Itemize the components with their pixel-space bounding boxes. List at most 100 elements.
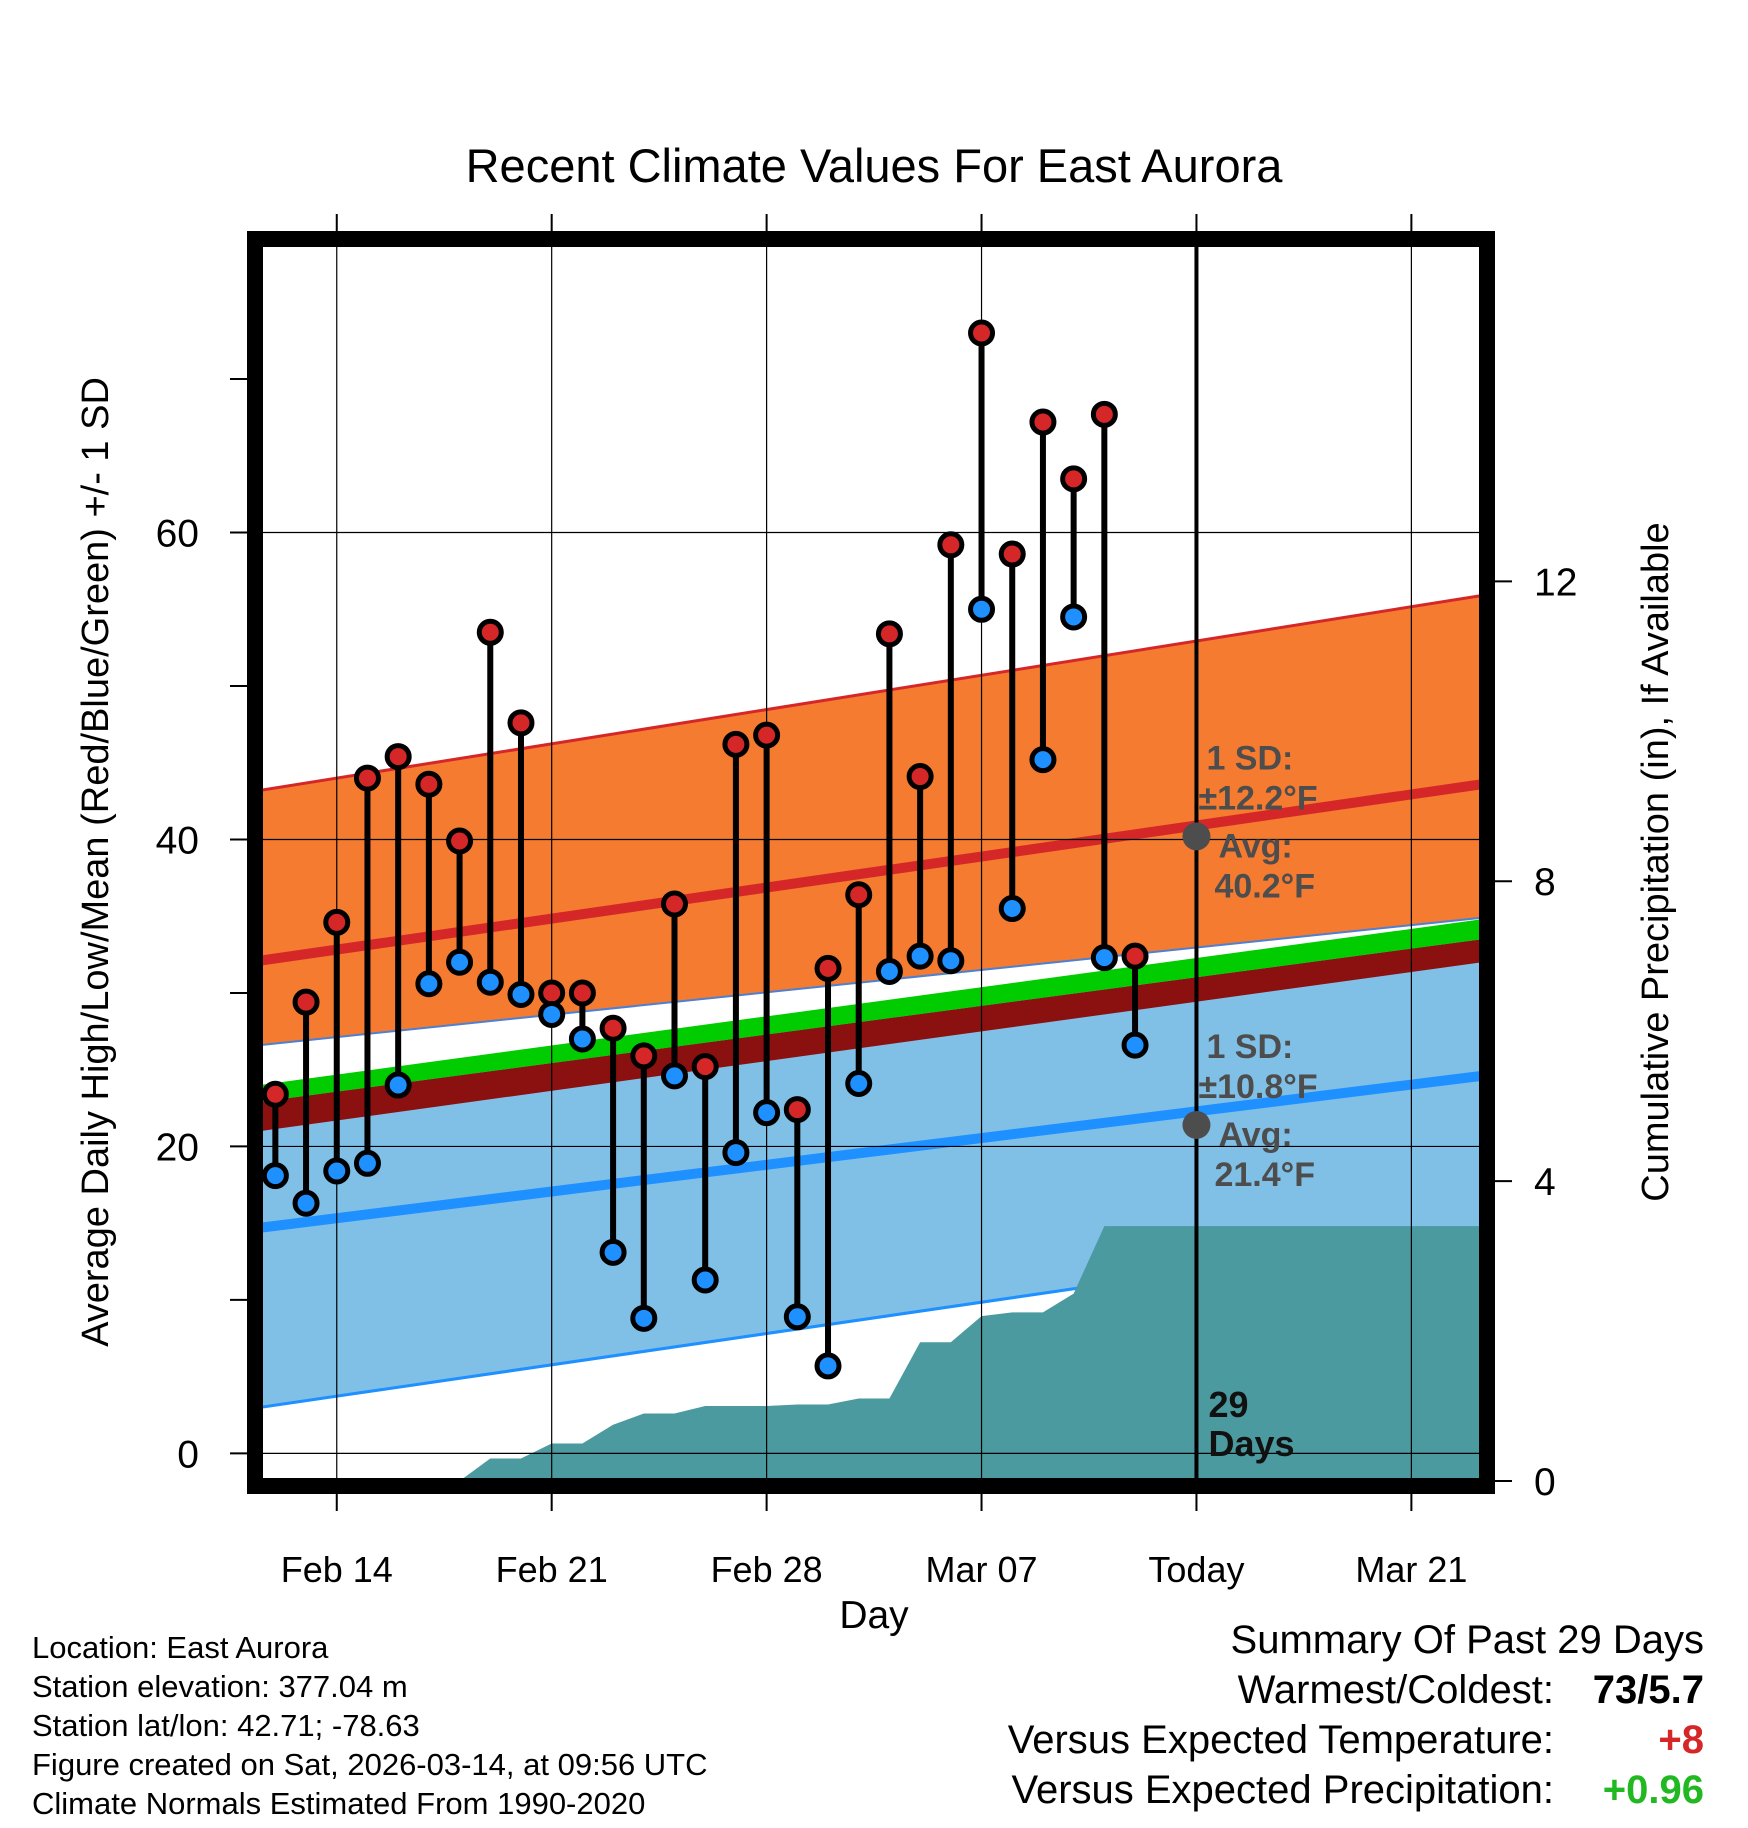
elevation-text: Station elevation: 377.04 m xyxy=(32,1669,408,1704)
high-sd-upper-line xyxy=(260,593,1482,792)
high-sd-title: 1 SD: xyxy=(1206,739,1293,777)
x-tick-label: Mar 07 xyxy=(926,1549,1038,1590)
x-tick-label: Feb 21 xyxy=(496,1549,608,1590)
daily-low-marker xyxy=(814,1352,842,1380)
x-tick-label: Feb 14 xyxy=(281,1549,393,1590)
daily-low-marker xyxy=(415,970,443,998)
y2-axis-label: Cumulative Precipitation (in), If Availa… xyxy=(1635,522,1677,1201)
daily-high-marker xyxy=(906,763,934,791)
high-avg-title: Avg: xyxy=(1218,827,1292,865)
y-tick-label: 0 xyxy=(177,1433,199,1476)
location-text: Location: East Aurora xyxy=(32,1630,329,1665)
daily-high-marker xyxy=(1029,408,1057,436)
high-avg-value: 40.2°F xyxy=(1214,867,1315,905)
x-tick-label: Today xyxy=(1148,1549,1244,1590)
low-sd-title: 1 SD: xyxy=(1206,1028,1293,1066)
created-text: Figure created on Sat, 2026-03-14, at 09… xyxy=(32,1747,708,1782)
daily-low-marker xyxy=(722,1139,750,1167)
avg-high-line xyxy=(260,779,1482,966)
plot-frame xyxy=(247,231,1495,1494)
daily-high-marker xyxy=(753,721,781,749)
summary-panel: Summary Of Past 29 Days Warmest/Coldest:… xyxy=(804,1618,1704,1818)
daily-low-marker xyxy=(353,1149,381,1177)
low-sd-value: ±10.8°F xyxy=(1198,1068,1317,1106)
daily-low-marker xyxy=(691,1266,719,1294)
daily-high-marker xyxy=(568,979,596,1007)
daily-low-marker xyxy=(845,1070,873,1098)
station-metadata: Location: East Aurora Station elevation:… xyxy=(32,1628,708,1823)
daily-high-marker xyxy=(875,620,903,648)
daily-low-marker xyxy=(568,1025,596,1053)
y-tick-label: 40 xyxy=(156,819,199,862)
normals-period-text: Climate Normals Estimated From 1990-2020 xyxy=(32,1786,646,1821)
daily-high-marker xyxy=(630,1042,658,1070)
summary-temp-row: Versus Expected Temperature: +8 xyxy=(804,1718,1704,1768)
temp-anomaly-value: +8 xyxy=(1658,1718,1704,1762)
temp-anomaly-label: Versus Expected Temperature: xyxy=(1007,1718,1554,1762)
daily-low-marker xyxy=(538,1000,566,1028)
daily-low-marker xyxy=(1121,1031,1149,1059)
daily-high-marker xyxy=(415,770,443,798)
daily-high-marker xyxy=(814,954,842,982)
y-axis-label: Average Daily High/Low/Mean (Red/Blue/Gr… xyxy=(75,377,117,1347)
daily-low-marker xyxy=(292,1189,320,1217)
daily-low-marker xyxy=(968,595,996,623)
daily-low-marker xyxy=(906,942,934,970)
precip-anomaly-label: Versus Expected Precipitation: xyxy=(1011,1768,1554,1812)
days-count: 29 xyxy=(1208,1384,1248,1425)
summary-warmest-row: Warmest/Coldest: 73/5.7 xyxy=(804,1668,1704,1718)
daily-high-marker xyxy=(937,531,965,559)
daily-high-marker xyxy=(1060,465,1088,493)
low-avg-title: Avg: xyxy=(1218,1116,1292,1154)
avg-high-point xyxy=(1182,822,1211,851)
daily-low-marker xyxy=(261,1162,289,1190)
daily-high-marker xyxy=(538,979,566,1007)
y2-tick-label: 0 xyxy=(1534,1461,1556,1504)
y2-tick-label: 4 xyxy=(1534,1161,1556,1204)
daily-high-marker xyxy=(1121,942,1149,970)
mean-band xyxy=(260,919,1482,1102)
daily-high-marker xyxy=(507,709,535,737)
summary-precip-row: Versus Expected Precipitation: +0.96 xyxy=(804,1768,1704,1818)
y-tick-label: 60 xyxy=(156,513,199,556)
y-tick-label: 20 xyxy=(156,1126,199,1169)
daily-low-marker xyxy=(1060,603,1088,631)
daily-low-marker xyxy=(476,968,504,996)
precip-anomaly-value: +0.96 xyxy=(1602,1768,1704,1812)
precip-area xyxy=(275,1226,1482,1481)
daily-high-marker xyxy=(722,730,750,758)
daily-low-marker xyxy=(630,1304,658,1332)
warmest-value: 73/5.7 xyxy=(1592,1668,1704,1712)
warmest-label: Warmest/Coldest: xyxy=(1237,1668,1554,1712)
low-sd-band xyxy=(260,919,1482,1408)
avg-low-point xyxy=(1182,1110,1211,1139)
daily-high-marker xyxy=(353,764,381,792)
daily-high-marker xyxy=(446,827,474,855)
days-label: Days xyxy=(1208,1423,1294,1464)
daily-high-marker xyxy=(783,1096,811,1124)
overlap-band xyxy=(260,939,1482,1132)
daily-high-marker xyxy=(1090,400,1118,428)
daily-high-marker xyxy=(476,618,504,646)
daily-low-marker xyxy=(384,1071,412,1099)
high-sd-value: ±12.2°F xyxy=(1198,779,1317,817)
daily-low-marker xyxy=(998,895,1026,923)
daily-high-marker xyxy=(384,743,412,771)
summary-title: Summary Of Past 29 Days xyxy=(1230,1618,1704,1662)
daily-high-marker xyxy=(660,890,688,918)
daily-high-marker xyxy=(691,1053,719,1081)
avg-low-line xyxy=(260,1070,1482,1233)
daily-low-marker xyxy=(1029,746,1057,774)
latlon-text: Station lat/lon: 42.71; -78.63 xyxy=(32,1708,420,1743)
daily-high-marker xyxy=(292,988,320,1016)
daily-high-marker xyxy=(323,908,351,936)
daily-low-marker xyxy=(1090,944,1118,972)
low-avg-value: 21.4°F xyxy=(1214,1156,1315,1194)
daily-high-marker xyxy=(998,540,1026,568)
x-axis-label: Day xyxy=(839,1594,909,1637)
daily-high-marker xyxy=(845,881,873,909)
y2-tick-label: 8 xyxy=(1534,861,1556,904)
daily-low-marker xyxy=(937,947,965,975)
